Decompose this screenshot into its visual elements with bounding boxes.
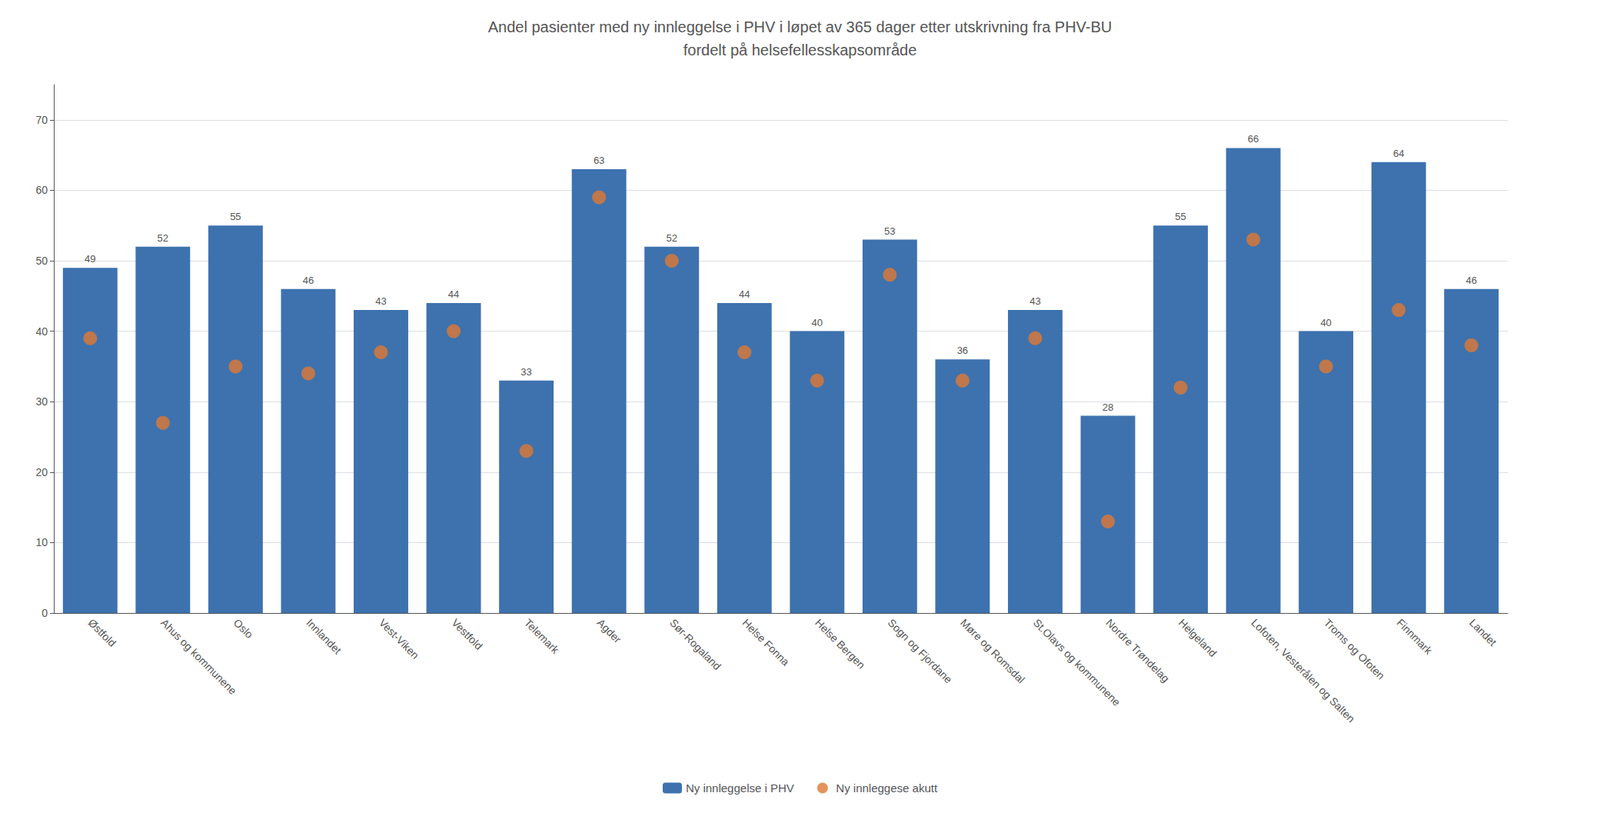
- svg-text:55: 55: [229, 210, 241, 223]
- svg-text:Ny innleggelse i PHV: Ny innleggelse i PHV: [685, 781, 795, 795]
- svg-text:Østfold: Østfold: [86, 615, 120, 649]
- svg-text:Helse Fonna: Helse Fonna: [740, 615, 793, 669]
- svg-text:50: 50: [35, 254, 48, 267]
- svg-text:Ahus og kommunene: Ahus og kommunene: [158, 615, 240, 697]
- svg-text:43: 43: [375, 295, 386, 307]
- svg-text:49: 49: [84, 252, 96, 265]
- svg-text:53: 53: [884, 225, 895, 237]
- svg-text:St.Olavs og kommunene: St.Olavs og kommunene: [1030, 616, 1123, 709]
- svg-text:52: 52: [157, 232, 169, 244]
- svg-text:52: 52: [665, 232, 677, 244]
- svg-text:Ny innleggese akutt: Ny innleggese akutt: [835, 781, 939, 795]
- svg-text:40: 40: [811, 316, 823, 329]
- svg-text:Helgeland: Helgeland: [1176, 615, 1220, 659]
- svg-text:63: 63: [593, 154, 605, 167]
- svg-text:Troms og Ofoten: Troms og Ofoten: [1321, 615, 1388, 682]
- svg-text:30: 30: [35, 395, 48, 408]
- svg-text:33: 33: [520, 365, 532, 378]
- svg-text:10: 10: [35, 535, 48, 549]
- svg-text:70: 70: [35, 113, 48, 127]
- svg-text:64: 64: [1393, 147, 1404, 160]
- svg-text:66: 66: [1247, 133, 1259, 145]
- svg-text:Sogn og Fjordane: Sogn og Fjordane: [885, 615, 955, 686]
- svg-text:20: 20: [35, 465, 48, 479]
- svg-text:Nordre Trøndelag: Nordre Trøndelag: [1103, 615, 1172, 685]
- svg-text:Telemark: Telemark: [522, 615, 563, 656]
- svg-text:28: 28: [1102, 401, 1114, 413]
- svg-text:0: 0: [41, 606, 48, 619]
- svg-text:43: 43: [1029, 295, 1041, 307]
- svg-text:60: 60: [35, 183, 48, 197]
- svg-text:Finnmark: Finnmark: [1394, 615, 1436, 657]
- svg-text:40: 40: [35, 325, 48, 338]
- svg-text:Andel pasienter med ny innlegg: Andel pasienter med ny innleggelse i PHV…: [488, 18, 1113, 36]
- svg-text:Agder: Agder: [594, 615, 624, 646]
- svg-text:Oslo: Oslo: [231, 615, 257, 641]
- svg-text:36: 36: [957, 344, 968, 356]
- svg-text:Innlandet: Innlandet: [303, 615, 344, 656]
- svg-text:Vest-Viken: Vest-Viken: [376, 615, 422, 661]
- svg-text:Vestfold: Vestfold: [449, 615, 486, 652]
- svg-text:Landet: Landet: [1466, 615, 1500, 649]
- svg-text:46: 46: [1465, 274, 1477, 287]
- svg-text:46: 46: [302, 274, 314, 287]
- svg-text:fordelt på helsefellesskapsomr: fordelt på helsefellesskapsområde: [683, 41, 918, 59]
- svg-text:Møre og Romsdal: Møre og Romsdal: [958, 615, 1028, 686]
- svg-text:40: 40: [1320, 316, 1331, 329]
- svg-text:Helse Bergen: Helse Bergen: [812, 615, 868, 671]
- svg-text:55: 55: [1174, 210, 1186, 223]
- svg-text:Sør-Rogaland: Sør-Rogaland: [667, 615, 724, 672]
- svg-text:44: 44: [738, 288, 750, 300]
- svg-text:44: 44: [448, 288, 460, 300]
- svg-text:Lofoten, Vesterålen og Salten: Lofoten, Vesterålen og Salten: [1248, 616, 1358, 725]
